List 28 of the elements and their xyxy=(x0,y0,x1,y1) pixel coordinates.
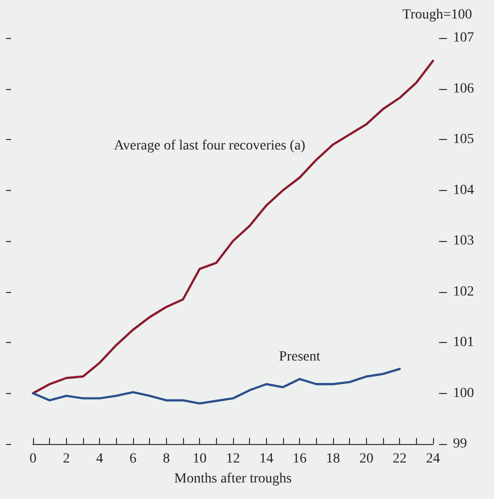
y-tick-label: 107 xyxy=(453,30,474,46)
y-tick-label: 103 xyxy=(453,234,474,248)
x-tick-label: 12 xyxy=(226,452,240,466)
x-tick-label: 14 xyxy=(259,452,274,466)
y-tick-label: 104 xyxy=(453,182,474,198)
series-label: Average of last four recoveries (a) xyxy=(114,138,306,154)
x-tick-label: 18 xyxy=(326,452,340,466)
x-tick-label: 22 xyxy=(392,452,407,466)
x-tick-label: 10 xyxy=(192,452,207,466)
x-axis-title: Months after troughs xyxy=(174,472,292,486)
y-tick-label: 105 xyxy=(453,132,474,147)
x-tick-label: 2 xyxy=(62,452,70,466)
y-tick-label: 99 xyxy=(453,436,467,452)
x-tick-label: 24 xyxy=(426,452,440,466)
x-tick-label: 8 xyxy=(162,452,170,466)
y-tick-label: 101 xyxy=(453,335,474,350)
series-label: Present xyxy=(279,350,320,365)
line-series xyxy=(32,60,434,394)
x-tick-label: 6 xyxy=(130,452,136,466)
y-axis-title: Trough=100 xyxy=(402,8,472,22)
y-tick-label: 100 xyxy=(453,386,474,401)
x-tick-label: 4 xyxy=(96,452,104,466)
x-tick-label: 20 xyxy=(359,452,374,466)
x-tick-label: 16 xyxy=(292,452,307,466)
line-series xyxy=(32,368,401,404)
y-tick-label: 102 xyxy=(453,284,474,300)
y-tick-label: 106 xyxy=(453,81,474,96)
x-tick-label: 0 xyxy=(30,452,36,466)
